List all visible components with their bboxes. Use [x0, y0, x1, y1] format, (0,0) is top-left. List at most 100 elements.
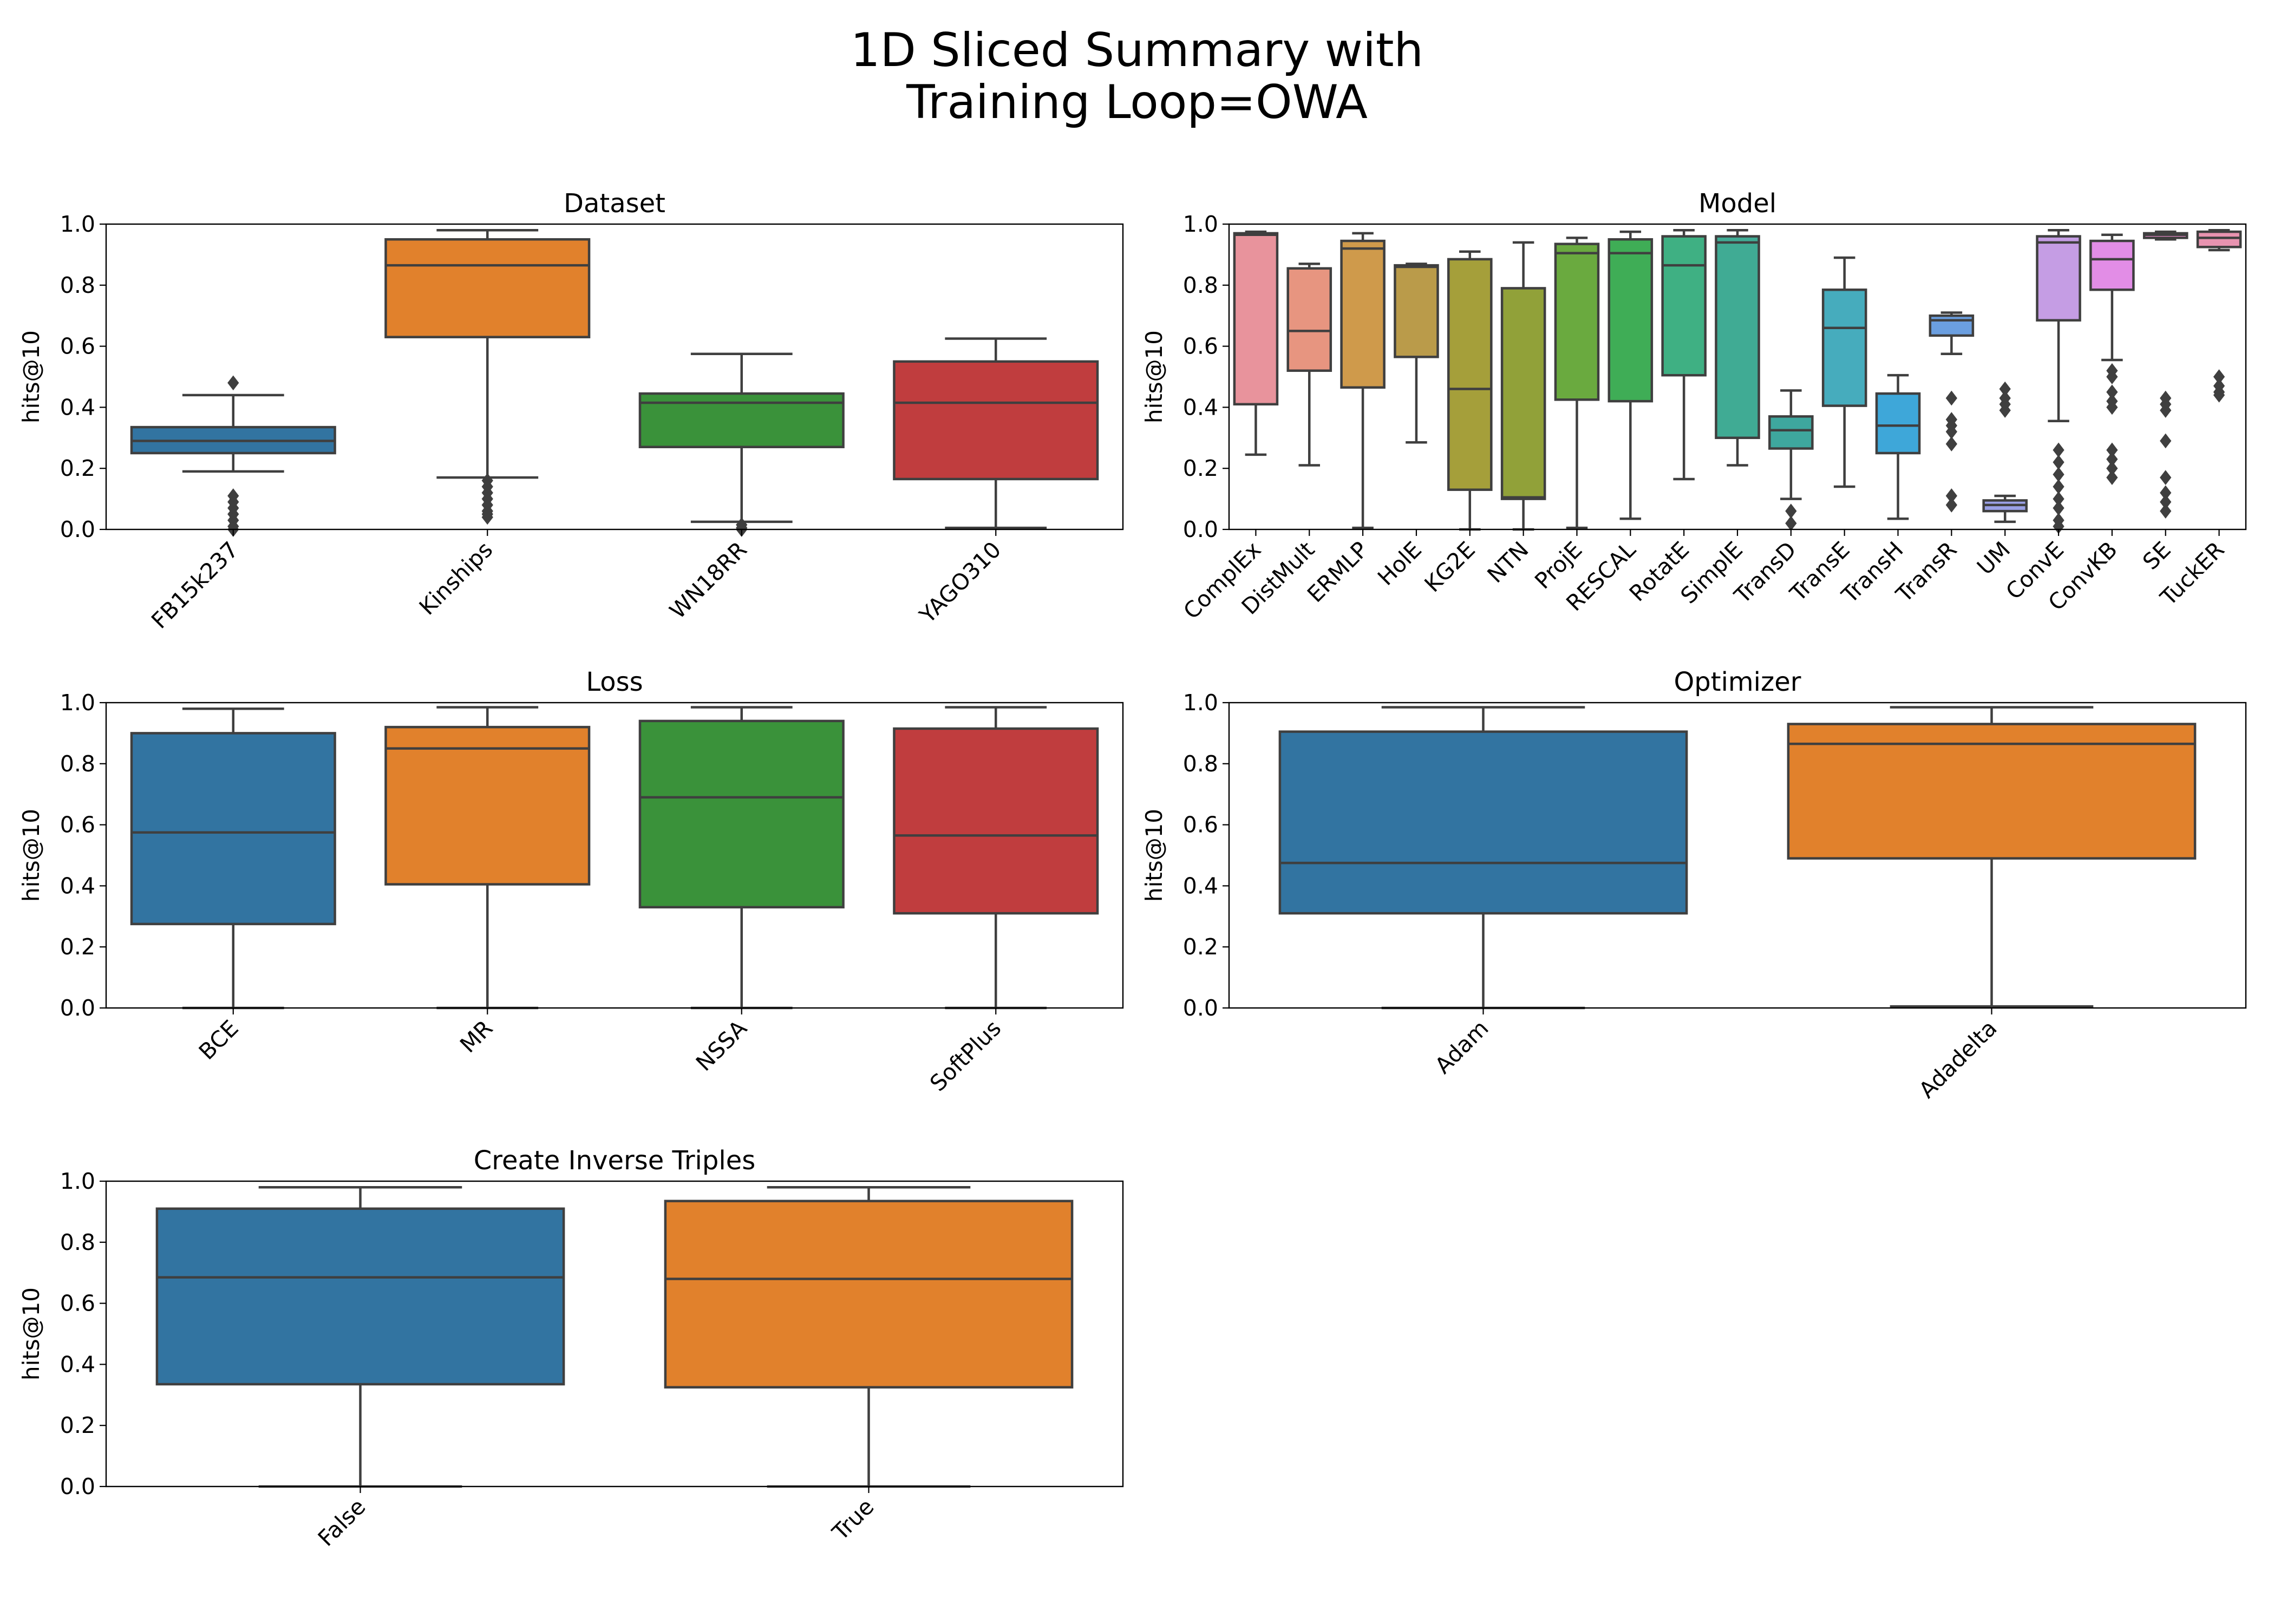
x-tick-label: Kinships	[414, 536, 498, 620]
axes-frame	[105, 702, 1124, 1009]
x-tick-label: False	[313, 1494, 371, 1551]
y-tick-label: 1.0	[1183, 211, 1218, 237]
x-tick-label: Adadelta	[1914, 1015, 2002, 1103]
subplot-3: Optimizer hits@10 0.0 0.2 0.4 0.6 0.8 1.0 Adam Ad…	[1141, 667, 2247, 1103]
outlier-point	[227, 375, 239, 391]
box-SimplE	[1715, 229, 1760, 467]
y-tick-label: 0.6	[60, 333, 95, 359]
y-axis-label: hits@10	[18, 809, 44, 902]
box-body	[2196, 230, 2242, 248]
x-tick-label: Adam	[1430, 1015, 1494, 1079]
box-body	[1394, 264, 1439, 358]
box-body	[155, 1207, 565, 1386]
box-True	[664, 1186, 1074, 1488]
y-tick-label: 0.8	[60, 272, 95, 298]
x-tick-label: NTN	[1482, 536, 1534, 588]
x-tick-label: KG2E	[1420, 536, 1480, 597]
box-body	[893, 360, 1099, 481]
box-RotatE	[1661, 229, 1707, 481]
box-WN18RR	[638, 352, 845, 537]
box-HolE	[1394, 263, 1439, 444]
box-ERMLP	[1340, 232, 1386, 529]
box-body	[1715, 235, 1760, 440]
box-ComplEx	[1233, 230, 1279, 456]
box-ConvKB	[2089, 233, 2135, 485]
box-body	[1875, 392, 1921, 455]
subplot-title: Loss	[586, 667, 643, 697]
box-UM	[1982, 381, 2028, 523]
x-tick-label: UM	[1972, 536, 2015, 580]
outlier-point	[2106, 400, 2118, 415]
outlier-point	[1945, 390, 1958, 406]
y-tick-label: 0.2	[1183, 934, 1218, 960]
subplot-4: Create Inverse Triples hits@10 0.0 0.2 0.4 0.…	[18, 1145, 1124, 1551]
y-tick-label: 0.8	[60, 1229, 95, 1255]
box-False	[155, 1186, 565, 1488]
x-tick-label: MR	[455, 1015, 498, 1058]
box-body	[1554, 243, 1600, 401]
x-tick-label: SoftPlus	[925, 1015, 1006, 1096]
x-tick-label: ERMLP	[1302, 536, 1373, 607]
outlier-point	[2106, 470, 2118, 485]
box-body	[1787, 723, 2197, 860]
outlier-point	[1945, 436, 1958, 451]
subplot-0: Dataset hits@10 0.0 0.2 0.4 0.6 0.8 1.0 FB15k237…	[18, 188, 1124, 634]
y-axis-label: hits@10	[1141, 330, 1167, 423]
x-tick-label: True	[827, 1494, 879, 1546]
y-tick-label: 0.6	[1183, 333, 1218, 359]
outlier-point	[2106, 369, 2118, 384]
box-body	[1340, 239, 1386, 389]
y-tick-label: 0.2	[60, 934, 95, 960]
box-MR	[384, 706, 591, 1010]
box-body	[1661, 235, 1707, 377]
axes-frame	[105, 223, 1124, 531]
box-Adadelta	[1787, 706, 2197, 1008]
box-TransE	[1821, 256, 1867, 488]
box-body	[893, 727, 1099, 915]
box-RESCAL	[1608, 230, 1654, 520]
subplot-title: Create Inverse Triples	[474, 1145, 755, 1176]
y-tick-label: 0.0	[60, 995, 95, 1021]
x-tick-label: BCE	[194, 1015, 244, 1065]
box-Adam	[1278, 706, 1688, 1010]
outlier-point	[2213, 388, 2225, 403]
box-ProjE	[1554, 237, 1600, 529]
box-KG2E	[1447, 250, 1493, 531]
box-TransH	[1875, 374, 1921, 520]
y-tick-label: 0.6	[60, 1291, 95, 1317]
outlier-point	[1945, 497, 1958, 513]
box-BCE	[130, 708, 336, 1010]
box-FB15k237	[130, 375, 336, 537]
y-tick-label: 0.8	[1183, 272, 1218, 298]
x-tick-label: YAGO310	[914, 536, 1006, 628]
y-axis-label: hits@10	[1141, 809, 1167, 902]
box-body	[664, 1200, 1074, 1389]
box-ConvE	[2036, 229, 2081, 534]
box-SE	[2142, 230, 2188, 519]
subplot-title: Dataset	[564, 188, 665, 219]
box-body	[384, 725, 591, 886]
box-body	[1447, 258, 1493, 491]
x-tick-label: SE	[2138, 536, 2176, 575]
outlier-point	[2160, 433, 2172, 449]
box-body	[1929, 314, 1975, 337]
y-tick-label: 0.0	[60, 1474, 95, 1499]
y-tick-label: 0.0	[1183, 995, 1218, 1021]
x-tick-label: FB15k237	[146, 536, 244, 634]
box-body	[1608, 238, 1654, 403]
outlier-point	[1999, 403, 2011, 418]
y-tick-label: 0.6	[60, 812, 95, 838]
y-tick-label: 0.4	[60, 1351, 95, 1377]
box-NTN	[1500, 241, 1546, 531]
y-axis-label: hits@10	[18, 1287, 44, 1380]
subplot-2: Loss hits@10 0.0 0.2 0.4 0.6 0.8 1.0 BCE MR NSSA So…	[18, 667, 1124, 1096]
y-tick-label: 1.0	[60, 211, 95, 237]
y-tick-label: 0.0	[1183, 516, 1218, 542]
y-axis-label: hits@10	[18, 330, 44, 423]
y-tick-label: 0.2	[1183, 455, 1218, 481]
box-body	[1233, 232, 1279, 406]
box-TuckER	[2196, 229, 2242, 403]
y-tick-label: 1.0	[60, 690, 95, 716]
box-body	[1768, 415, 1814, 450]
